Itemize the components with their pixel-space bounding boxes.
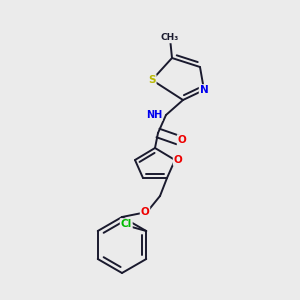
Text: Cl: Cl xyxy=(121,219,132,229)
Text: N: N xyxy=(200,85,208,95)
Text: S: S xyxy=(148,75,156,85)
Text: O: O xyxy=(141,207,149,217)
Text: O: O xyxy=(174,155,182,165)
Text: NH: NH xyxy=(146,110,162,120)
Text: CH₃: CH₃ xyxy=(161,34,179,43)
Text: O: O xyxy=(178,135,186,145)
